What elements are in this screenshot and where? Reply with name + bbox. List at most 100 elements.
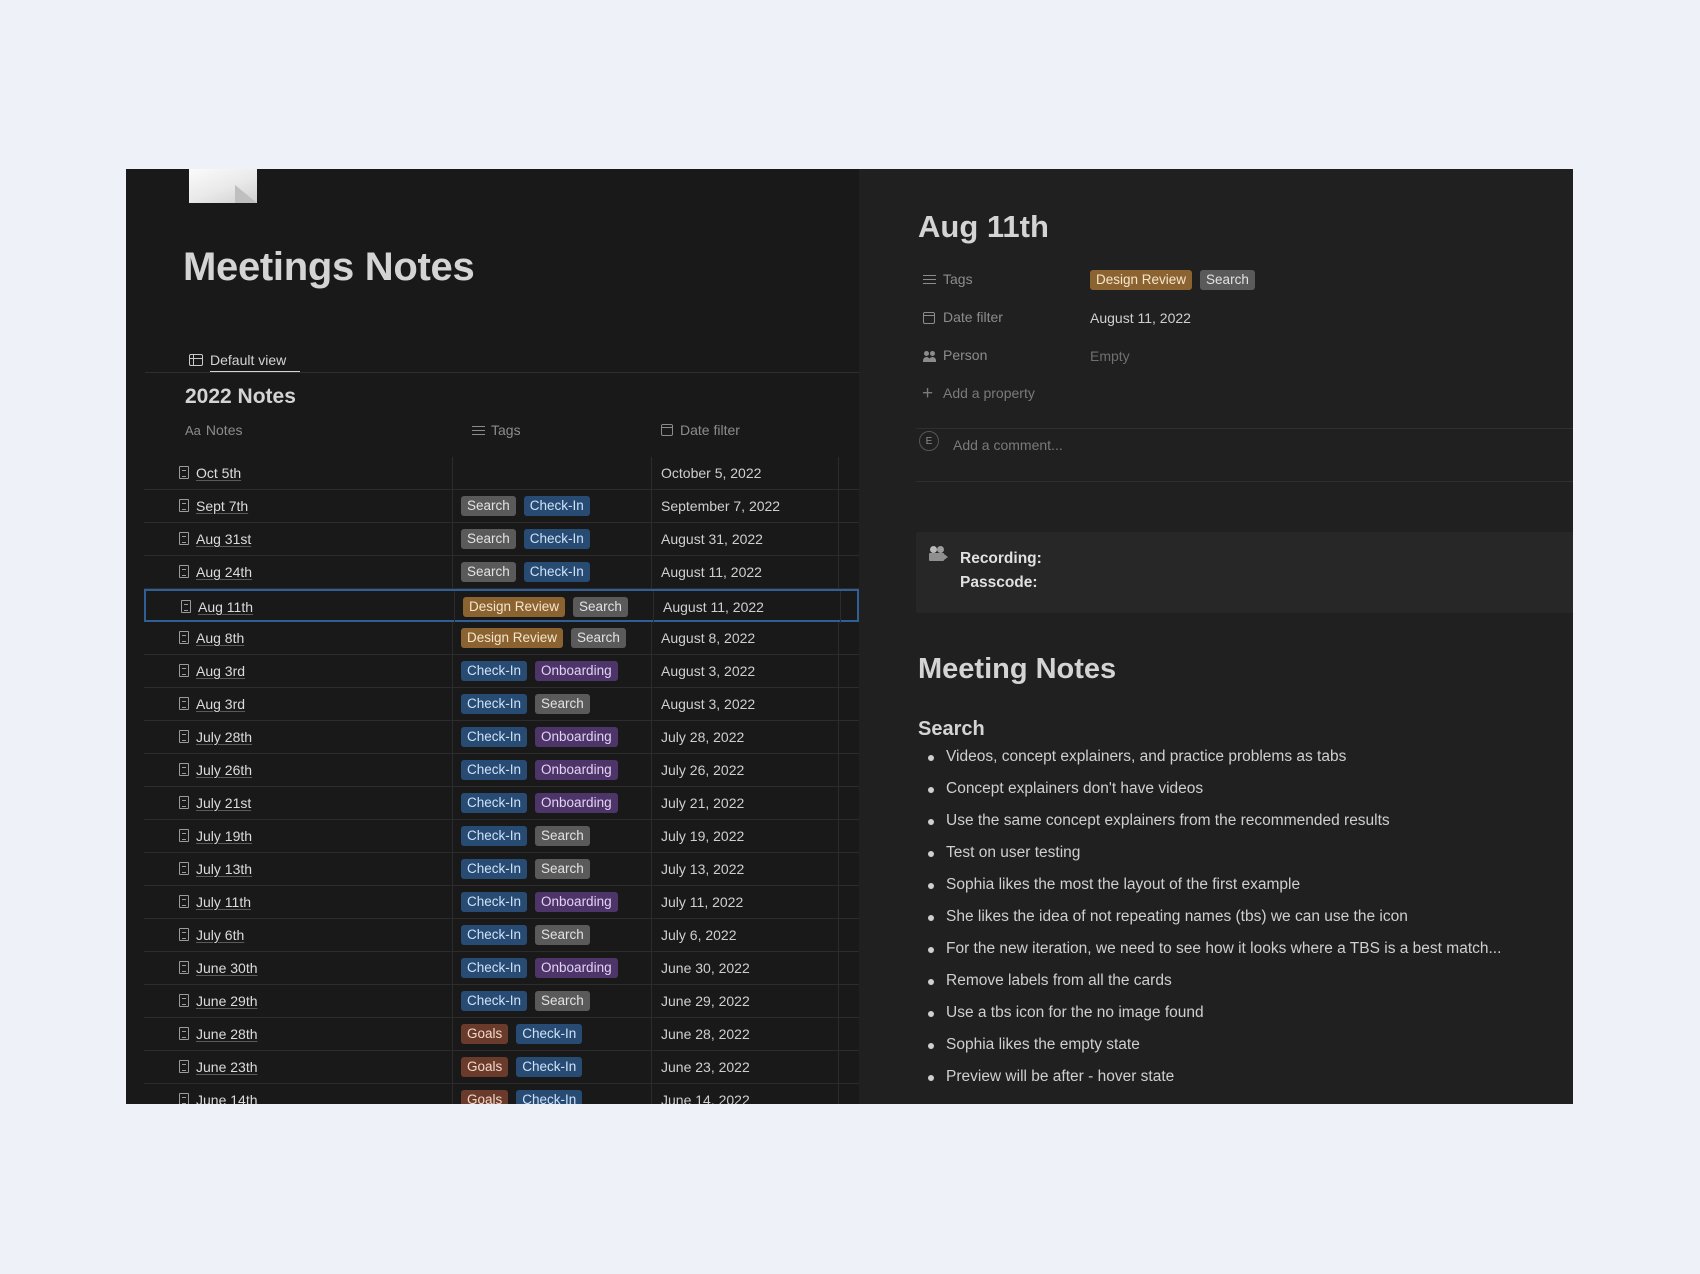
cell-date[interactable]: June 30, 2022 [653, 952, 839, 984]
tag-check-in[interactable]: Check-In [461, 727, 528, 747]
cell-date[interactable]: July 13, 2022 [653, 853, 839, 885]
table-row[interactable]: July 19th Check-In Search July 19, 2022 [144, 820, 859, 853]
tag-onboarding[interactable]: Onboarding [535, 760, 618, 780]
row-title-link[interactable]: Aug 8th [196, 630, 245, 646]
cell-date[interactable]: June 29, 2022 [653, 985, 839, 1017]
cell-tags[interactable]: Check-In Onboarding [453, 655, 652, 687]
cell-tags[interactable]: Check-In Search [453, 820, 652, 852]
cell-tags[interactable]: Goals Check-In [453, 1084, 652, 1104]
table-row[interactable]: July 28th Check-In Onboarding July 28, 2022 [144, 721, 859, 754]
tag-onboarding[interactable]: Onboarding [535, 793, 618, 813]
tag-onboarding[interactable]: Onboarding [535, 661, 618, 681]
cell-date[interactable]: August 3, 2022 [653, 655, 839, 687]
row-title-link[interactable]: July 28th [196, 729, 253, 745]
property-tags[interactable]: Tags Design Review Search [918, 268, 1558, 292]
cell-tags[interactable]: Check-In Onboarding [453, 754, 652, 786]
cell-notes[interactable]: Aug 24th [144, 556, 453, 588]
tag-check-in[interactable]: Check-In [461, 694, 528, 714]
column-header-date[interactable]: Date filter [661, 420, 740, 440]
row-title-link[interactable]: Aug 24th [196, 564, 253, 580]
table-row[interactable]: Aug 11th Design Review Search August 11, 20… [144, 589, 859, 623]
table-row[interactable]: June 30th Check-In Onboarding June 30, 2022 [144, 952, 859, 985]
cell-date[interactable]: August 11, 2022 [655, 591, 841, 623]
tag-check-in[interactable]: Check-In [461, 958, 528, 978]
cell-notes[interactable]: July 28th [144, 721, 453, 753]
cell-date[interactable]: July 28, 2022 [653, 721, 839, 753]
tag-design-review[interactable]: Design Review [461, 628, 564, 648]
cell-notes[interactable]: June 23th [144, 1051, 453, 1083]
callout-block[interactable]: Recording: Passcode: [916, 532, 1573, 613]
row-title-link[interactable]: Aug 11th [198, 599, 254, 615]
cell-notes[interactable]: July 26th [144, 754, 453, 786]
cell-date[interactable]: June 28, 2022 [653, 1018, 839, 1050]
cell-tags[interactable]: Goals Check-In [453, 1051, 652, 1083]
cell-notes[interactable]: June 30th [144, 952, 453, 984]
tag-check-in[interactable]: Check-In [461, 661, 528, 681]
tag-check-in[interactable]: Check-In [461, 859, 528, 879]
tag-search[interactable]: Search [571, 628, 626, 648]
table-row[interactable]: Oct 5th October 5, 2022 [144, 457, 859, 490]
tag-search[interactable]: Search [1200, 270, 1255, 290]
table-row[interactable]: July 11th Check-In Onboarding July 11, 2022 [144, 886, 859, 919]
tag-search[interactable]: Search [461, 496, 516, 516]
cell-date[interactable]: July 21, 2022 [653, 787, 839, 819]
tag-check-in[interactable]: Check-In [516, 1024, 583, 1044]
tag-check-in[interactable]: Check-In [461, 793, 528, 813]
cell-tags[interactable]: Goals Check-In [453, 1018, 652, 1050]
tag-search[interactable]: Search [535, 826, 590, 846]
row-title-link[interactable]: July 19th [196, 828, 253, 844]
property-person[interactable]: Person Empty [918, 344, 1558, 368]
cell-tags[interactable]: Check-In Onboarding [453, 886, 652, 918]
tag-check-in[interactable]: Check-In [516, 1090, 583, 1104]
row-title-link[interactable]: June 29th [196, 993, 258, 1009]
tag-search[interactable]: Search [461, 529, 516, 549]
tag-check-in[interactable]: Check-In [461, 991, 528, 1011]
row-title-link[interactable]: July 11th [196, 894, 251, 910]
tag-search[interactable]: Search [535, 925, 590, 945]
cell-notes[interactable]: July 21st [144, 787, 453, 819]
property-value-tags[interactable]: Design Review Search [1090, 268, 1263, 292]
row-title-link[interactable]: June 28th [196, 1026, 258, 1042]
tag-design-review[interactable]: Design Review [463, 597, 566, 617]
table-row[interactable]: June 28th Goals Check-In June 28, 2022 [144, 1018, 859, 1051]
table-row[interactable]: Aug 24th Search Check-In August 11, 2022 [144, 556, 859, 589]
tag-check-in[interactable]: Check-In [523, 496, 590, 516]
cell-tags[interactable]: Check-In Search [453, 688, 652, 720]
table-row[interactable]: July 6th Check-In Search July 6, 2022 [144, 919, 859, 952]
table-row[interactable]: June 29th Check-In Search June 29, 2022 [144, 985, 859, 1018]
cell-notes[interactable]: Aug 31st [144, 523, 453, 555]
cell-tags[interactable]: Search Check-In [453, 523, 652, 555]
tag-check-in[interactable]: Check-In [523, 562, 590, 582]
comment-input[interactable]: Add a comment... [953, 437, 1063, 453]
table-row[interactable]: July 26th Check-In Onboarding July 26, 2022 [144, 754, 859, 787]
cell-notes[interactable]: Aug 3rd [144, 655, 453, 687]
add-property-button[interactable]: + Add a property [918, 382, 1558, 406]
cell-date[interactable]: July 19, 2022 [653, 820, 839, 852]
cell-date[interactable]: June 14, 2022 [653, 1084, 839, 1104]
cell-tags[interactable]: Design Review Search [453, 622, 652, 654]
row-title-link[interactable]: July 21st [196, 795, 252, 811]
row-title-link[interactable]: Aug 3rd [196, 696, 246, 712]
cell-tags[interactable]: Check-In Onboarding [453, 787, 652, 819]
tag-search[interactable]: Search [535, 991, 590, 1011]
tag-check-in[interactable]: Check-In [523, 529, 590, 549]
table-row[interactable]: Aug 31st Search Check-In August 31, 2022 [144, 523, 859, 556]
cell-date[interactable]: August 11, 2022 [653, 556, 839, 588]
cell-tags[interactable]: Design Review Search [455, 591, 654, 623]
table-row[interactable]: June 14th Goals Check-In June 14, 2022 [144, 1084, 859, 1104]
row-title-link[interactable]: Oct 5th [196, 465, 242, 481]
tag-onboarding[interactable]: Onboarding [535, 727, 618, 747]
cell-tags[interactable]: Search Check-In [453, 490, 652, 522]
cell-notes[interactable]: July 13th [144, 853, 453, 885]
cell-date[interactable]: July 26, 2022 [653, 754, 839, 786]
tag-onboarding[interactable]: Onboarding [535, 958, 618, 978]
cell-notes[interactable]: Sept 7th [144, 490, 453, 522]
row-title-link[interactable]: July 6th [196, 927, 245, 943]
cell-tags[interactable] [453, 457, 652, 489]
column-header-notes[interactable]: Aa Notes [185, 420, 242, 440]
tab-default-view[interactable]: Default view [189, 347, 292, 373]
cell-tags[interactable]: Check-In Onboarding [453, 952, 652, 984]
tag-search[interactable]: Search [535, 859, 590, 879]
table-row[interactable]: Aug 3rd Check-In Search August 3, 2022 [144, 688, 859, 721]
tag-goals[interactable]: Goals [461, 1090, 509, 1104]
